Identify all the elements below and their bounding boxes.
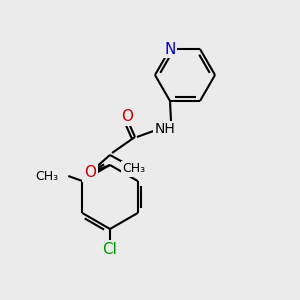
Text: CH₃: CH₃ <box>122 163 146 176</box>
Text: CH₃: CH₃ <box>35 169 58 182</box>
Text: O: O <box>121 110 133 124</box>
Text: Cl: Cl <box>103 242 117 256</box>
Text: N: N <box>164 41 176 56</box>
Text: NH: NH <box>154 122 176 136</box>
Text: O: O <box>84 166 96 181</box>
